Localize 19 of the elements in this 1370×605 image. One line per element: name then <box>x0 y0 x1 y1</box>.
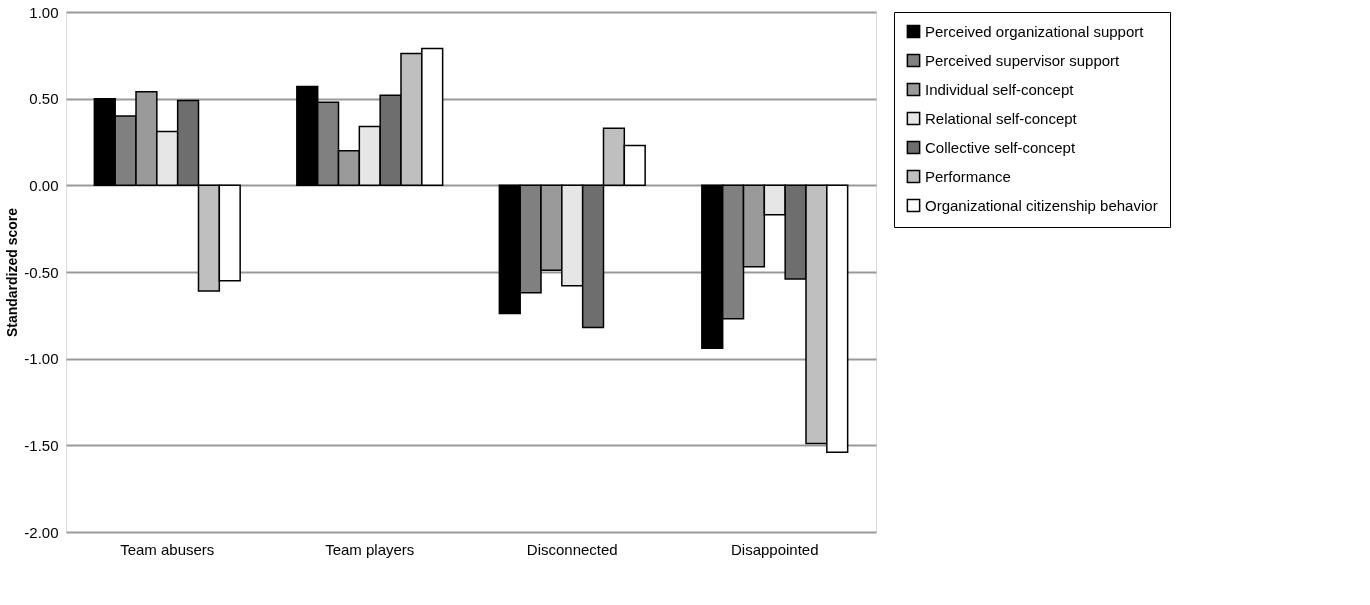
legend-label: Relational self-concept <box>925 109 1078 127</box>
y-axis-title: Standardized score <box>4 207 21 338</box>
y-tick-label: -0.50 <box>24 263 59 281</box>
y-tick-label: -1.50 <box>24 436 59 454</box>
legend-label: Performance <box>925 167 1011 185</box>
legend-label: Perceived supervisor support <box>925 51 1121 69</box>
x-tick-label: Disconnected <box>526 540 618 558</box>
y-tick-label: 0.00 <box>29 176 59 194</box>
x-tick-label: Disappointed <box>730 540 819 558</box>
y-tick-label: 0.50 <box>29 90 59 108</box>
y-tick-label: 1.00 <box>29 3 59 21</box>
legend-label: Perceived organizational support <box>925 22 1145 40</box>
legend-label: Collective self-concept <box>925 138 1076 156</box>
x-tick-label: Team players <box>325 540 415 558</box>
y-tick-label: -2.00 <box>24 523 59 541</box>
legend-label: Individual self-concept <box>925 80 1075 98</box>
y-tick-label: -1.00 <box>24 350 59 368</box>
x-tick-label: Team abusers <box>120 540 215 558</box>
legend-label: Organizational citizenship behavior <box>925 196 1158 214</box>
